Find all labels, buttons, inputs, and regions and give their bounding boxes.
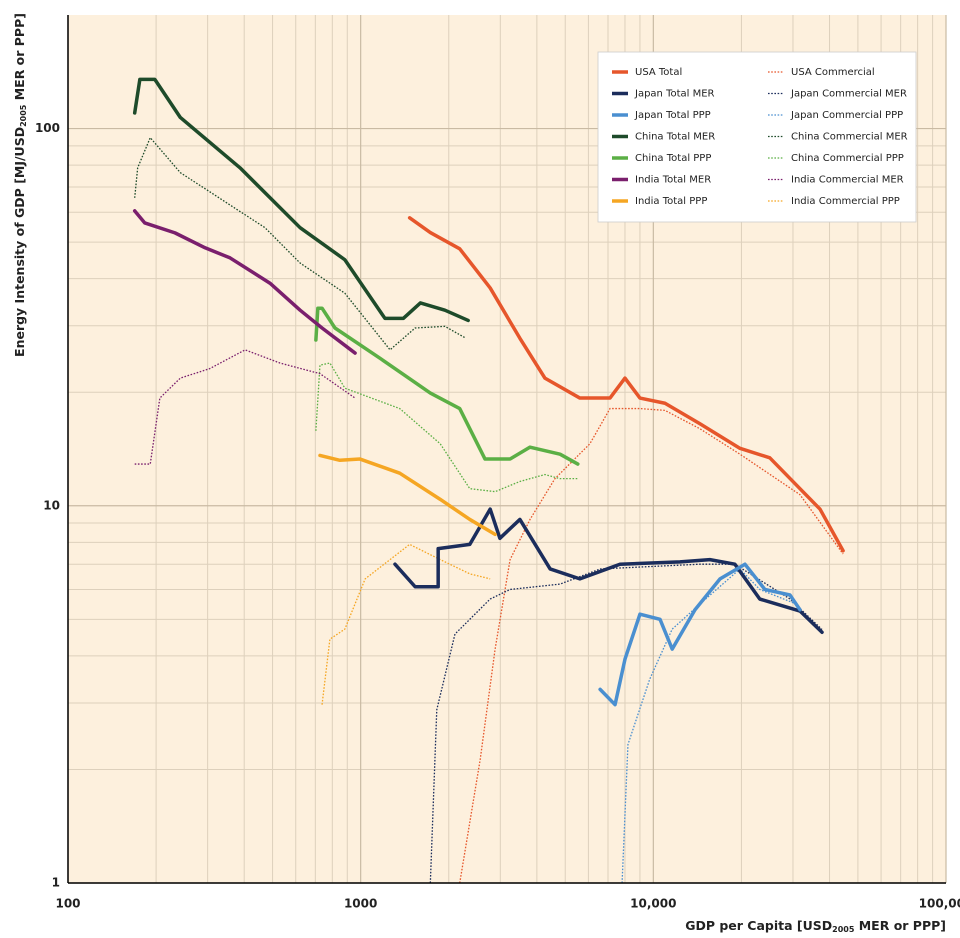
legend-label: Japan Total MER	[634, 89, 715, 100]
x-tick-label: 10,000	[630, 897, 676, 911]
data-line	[134, 349, 356, 465]
grid	[67, 15, 947, 884]
x-tick-label: 100	[55, 897, 80, 911]
data-line	[318, 453, 497, 537]
data-line	[429, 563, 823, 884]
legend-label: Japan Commercial MER	[790, 89, 907, 100]
y-tick-label: 10	[43, 498, 60, 512]
x-tick-label: 100,000	[919, 897, 960, 911]
data-line	[598, 562, 802, 707]
data-line	[134, 136, 467, 351]
x-axis-title-sub: 2005	[832, 925, 855, 934]
legend-label: USA Total	[635, 67, 682, 78]
y-axis-title: Energy Intensity of GDP [MJ/USD2005 MER …	[12, 13, 28, 357]
y-tick-label: 1	[52, 876, 60, 890]
data-line	[393, 507, 824, 635]
data-line	[315, 362, 578, 493]
data-line	[132, 77, 470, 323]
data-line	[321, 543, 491, 705]
legend-label: India Commercial MER	[791, 175, 904, 186]
x-axis-title: GDP per Capita [USD2005 MER or PPP]	[685, 918, 946, 934]
legend-label: China Total PPP	[635, 153, 711, 164]
legend-box	[597, 51, 917, 223]
x-tick-label: 1000	[344, 897, 377, 911]
y-axis-title-part: MER or PPP]	[12, 13, 27, 105]
y-axis-title-sub: 2005	[19, 104, 28, 127]
y-tick-label: 100	[35, 121, 60, 135]
legend-label: China Commercial PPP	[791, 153, 904, 164]
x-axis-title-part: GDP per Capita [USD	[685, 918, 832, 933]
legend-label: India Total MER	[635, 175, 711, 186]
data-line	[314, 306, 580, 466]
x-axis-title-part: MER or PPP]	[854, 918, 946, 933]
legend-label: China Total MER	[635, 132, 715, 143]
data-line	[407, 216, 845, 553]
lines	[132, 77, 845, 884]
data-line	[132, 209, 357, 355]
legend-label: China Commercial MER	[791, 132, 908, 143]
legend-label: Japan Commercial PPP	[790, 110, 903, 121]
legend-label: USA Commercial	[791, 67, 875, 78]
legend: USA Total Japan Total MER Japan Total PPP C…	[597, 51, 917, 223]
legend-label: Japan Total PPP	[634, 110, 711, 121]
data-line	[459, 407, 844, 884]
legend-label: India Total PPP	[635, 196, 707, 207]
y-axis-title-part: Energy Intensity of GDP [MJ/USD	[12, 127, 27, 357]
legend-label: India Commercial PPP	[791, 196, 900, 207]
